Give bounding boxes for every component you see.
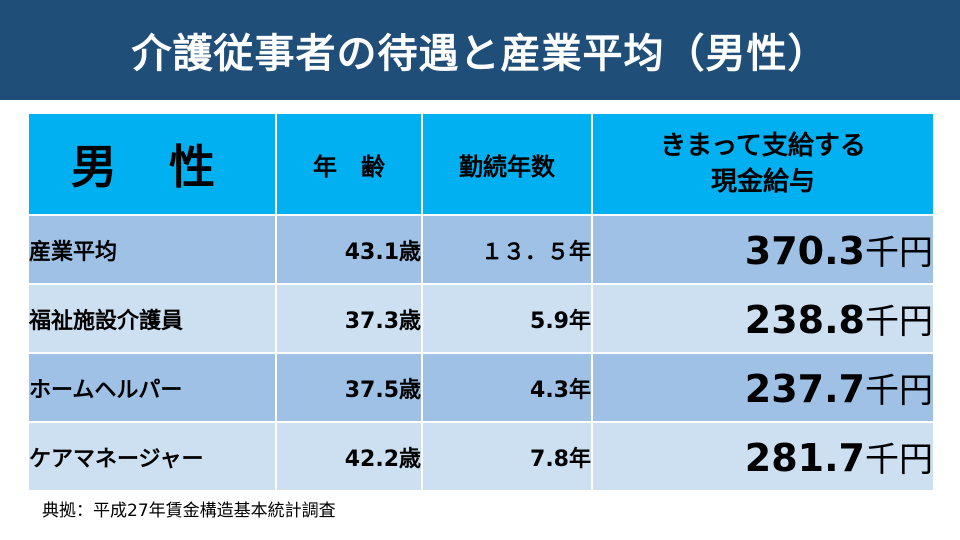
header-pay-line2: 現金給与 [710,167,815,197]
header-pay-line1: きまって支給する [660,131,866,161]
pay-unit: 千円 [865,440,933,480]
row-pay: 281.7千円 [591,421,935,492]
row-years: １３．５年 [421,214,593,285]
pay-unit: 千円 [865,233,933,273]
row-years: 5.9年 [421,283,593,354]
pay-unit: 千円 [865,302,933,342]
pay-value: 281.7 [744,436,865,480]
table-row: 産業平均 43.1歳 １３．５年 370.3千円 [27,214,935,285]
header-pay: きまって支給する 現金給与 [591,112,935,216]
row-pay: 237.7千円 [591,352,935,423]
row-pay: 238.8千円 [591,283,935,354]
row-years: 4.3年 [421,352,593,423]
salary-table: 男 性 年 齢 勤続年数 きまって支給する 現金給与 産業平均 43.1歳 １３… [27,112,935,492]
header-gender: 男 性 [27,112,277,216]
table-header-row: 男 性 年 齢 勤続年数 きまって支給する 現金給与 [27,112,935,216]
table-row: ホームヘルパー 37.5歳 4.3年 237.7千円 [27,352,935,423]
pay-value: 237.7 [744,367,865,411]
row-pay: 370.3千円 [591,214,935,285]
row-age: 43.1歳 [275,214,423,285]
pay-value: 370.3 [744,229,865,273]
pay-unit: 千円 [865,371,933,411]
page-title: 介護従事者の待遇と産業平均（男性） [131,31,829,77]
row-category: ホームヘルパー [27,352,277,423]
row-category: 産業平均 [27,214,277,285]
row-age: 37.3歳 [275,283,423,354]
header-years: 勤続年数 [421,112,593,216]
row-category: ケアマネージャー [27,421,277,492]
row-category: 福祉施設介護員 [27,283,277,354]
table-row: 福祉施設介護員 37.3歳 5.9年 238.8千円 [27,283,935,354]
header-age: 年 齢 [275,112,423,216]
row-age: 37.5歳 [275,352,423,423]
row-years: 7.8年 [421,421,593,492]
pay-value: 238.8 [744,298,865,342]
table-row: ケアマネージャー 42.2歳 7.8年 281.7千円 [27,421,935,492]
source-note: 典拠：平成27年賃金構造基本統計調査 [42,501,336,521]
row-age: 42.2歳 [275,421,423,492]
title-bar: 介護従事者の待遇と産業平均（男性） [0,0,960,100]
